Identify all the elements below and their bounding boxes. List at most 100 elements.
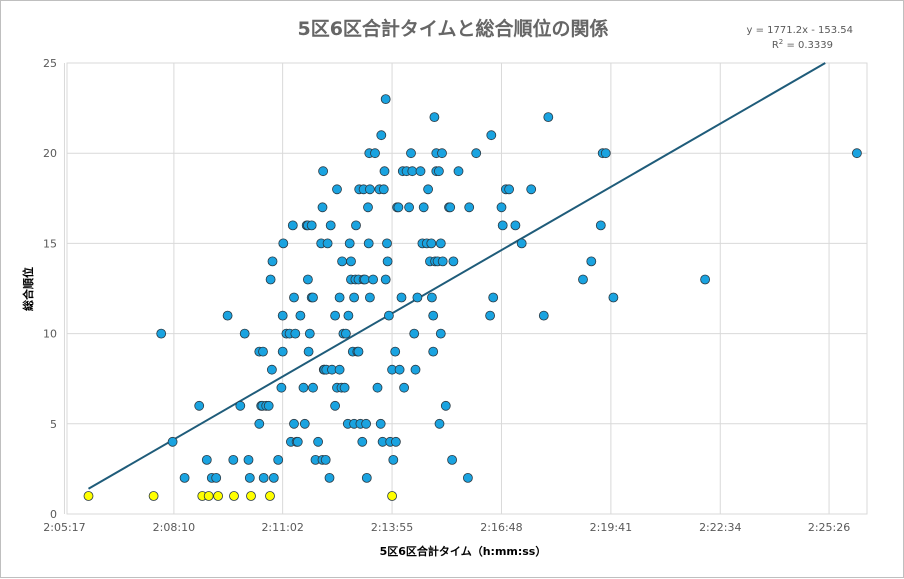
blue-data-point xyxy=(423,184,434,195)
blue-data-point xyxy=(318,166,329,177)
blue-data-point xyxy=(428,346,439,357)
blue-data-point xyxy=(313,436,324,447)
x-axis-title: 5区6区合計タイム（h:mm:ss） xyxy=(380,544,547,558)
blue-data-point xyxy=(277,346,288,357)
y-axis-title: 総合順位 xyxy=(21,267,35,311)
blue-data-point xyxy=(289,418,299,429)
blue-data-point xyxy=(306,220,317,231)
blue-data-point xyxy=(504,184,515,195)
blue-data-point xyxy=(418,202,429,213)
y-tick-label: 20 xyxy=(43,147,57,160)
blue-data-point xyxy=(235,400,246,411)
blue-data-point xyxy=(320,454,331,465)
y-tick-label: 15 xyxy=(43,237,57,250)
blue-data-point xyxy=(330,400,341,411)
blue-data-point xyxy=(244,472,255,483)
blue-data-point xyxy=(404,202,415,213)
blue-data-point xyxy=(194,400,205,411)
yellow-data-point xyxy=(148,491,159,501)
blue-data-point xyxy=(595,220,606,231)
y-tick-label: 25 xyxy=(43,57,57,70)
blue-data-point xyxy=(383,310,394,321)
blue-data-point xyxy=(485,310,496,321)
gridlines xyxy=(63,62,868,515)
blue-data-point xyxy=(324,472,335,483)
y-tick-label: 0 xyxy=(50,508,57,521)
blue-data-point xyxy=(368,274,379,285)
blue-data-point xyxy=(586,256,597,267)
blue-data-point xyxy=(361,418,372,429)
blue-data-point xyxy=(364,292,375,303)
blue-data-point xyxy=(299,418,310,429)
blue-data-point xyxy=(445,202,456,213)
blue-data-point xyxy=(292,436,303,447)
blue-data-point xyxy=(287,220,298,231)
trendline xyxy=(88,62,826,490)
blue-data-point xyxy=(462,472,473,483)
blue-data-point xyxy=(263,400,274,411)
blue-data-point xyxy=(412,292,423,303)
yellow-data-point xyxy=(229,491,239,501)
blue-data-point xyxy=(600,148,611,159)
blue-data-point xyxy=(254,418,265,429)
blue-data-point xyxy=(471,148,482,159)
blue-data-point xyxy=(488,292,499,303)
blue-data-point xyxy=(308,292,318,303)
blue-data-point xyxy=(407,166,418,177)
blue-data-point xyxy=(317,202,328,213)
blue-data-point xyxy=(353,346,364,357)
blue-data-point xyxy=(376,130,387,141)
blue-data-point xyxy=(382,256,393,267)
blue-data-point xyxy=(497,220,508,231)
blue-data-point xyxy=(346,256,356,267)
blue-data-point xyxy=(340,328,351,339)
blue-data-point xyxy=(410,364,421,375)
blue-data-point xyxy=(351,220,361,231)
blue-data-point xyxy=(448,256,459,267)
y-tick-label: 5 xyxy=(50,418,57,431)
blue-data-point xyxy=(339,382,350,393)
x-axis-ticks: 2:05:17 2:08:10 2:11:02 2:13:55 2:16:48 2:19:… xyxy=(43,521,850,534)
blue-data-point xyxy=(382,238,392,249)
x-tick-label: 2:11:02 xyxy=(261,521,303,534)
x-tick-label: 2:05:17 xyxy=(43,521,85,534)
x-tick-label: 2:13:55 xyxy=(371,521,413,534)
x-tick-label: 2:22:34 xyxy=(699,521,741,534)
y-axis-ticks: 0 5 10 15 20 25 xyxy=(43,57,57,521)
blue-data-point xyxy=(278,238,289,249)
blue-data-point xyxy=(543,112,554,122)
trendline-equation: y = 1771.2x - 153.54 xyxy=(746,25,853,36)
blue-data-point xyxy=(267,256,278,267)
blue-data-point xyxy=(375,418,386,429)
blue-data-point xyxy=(428,310,439,321)
yellow-data-point xyxy=(83,491,94,501)
blue-data-point xyxy=(266,364,277,375)
blue-data-point xyxy=(343,310,354,321)
blue-data-point xyxy=(349,292,360,303)
blue-data-point xyxy=(415,166,426,177)
blue-data-point xyxy=(608,292,619,303)
blue-data-point xyxy=(364,184,375,195)
blue-data-point xyxy=(390,436,401,447)
blue-data-point xyxy=(388,454,399,465)
blue-data-point xyxy=(361,472,372,483)
blue-data-point xyxy=(332,184,342,195)
blue-data-point xyxy=(437,148,447,159)
blue-data-point xyxy=(265,274,276,285)
yellow-data-point xyxy=(246,491,256,501)
blue-data-point xyxy=(334,292,345,303)
blue-data-point xyxy=(258,346,268,357)
blue-data-point xyxy=(538,310,549,321)
blue-data-point xyxy=(363,238,374,249)
blue-data-point xyxy=(464,202,475,213)
blue-data-point xyxy=(852,148,862,159)
x-tick-label: 2:08:10 xyxy=(153,521,195,534)
blue-data-point xyxy=(437,256,448,267)
blue-data-point xyxy=(304,328,315,339)
blue-data-point xyxy=(700,274,710,285)
blue-data-point xyxy=(526,184,537,195)
blue-data-point xyxy=(239,328,250,339)
blue-data-point xyxy=(222,310,233,321)
